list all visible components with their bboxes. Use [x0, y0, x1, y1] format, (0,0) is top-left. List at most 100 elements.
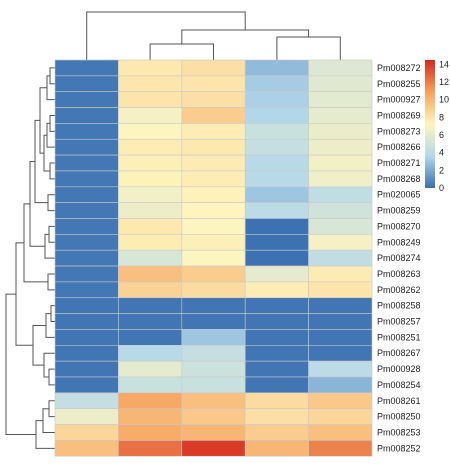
color-legend-ticks: 0 2 4 6 8 10 12 14 — [439, 59, 449, 193]
heatmap-cell — [308, 234, 373, 251]
dendrogram-branch — [276, 36, 341, 60]
color-legend: 0 2 4 6 8 10 12 14 — [425, 59, 449, 193]
heatmap-cell — [308, 265, 373, 283]
heatmap-cell — [118, 329, 183, 346]
gene-label: Pm008268 — [377, 174, 421, 184]
heatmap-cell — [181, 59, 246, 77]
legend-tick-label: 2 — [439, 165, 444, 175]
heatmap-cell — [118, 138, 183, 156]
heatmap-cell — [244, 360, 309, 378]
heatmap-cell — [244, 392, 309, 410]
gene-label: Pm008261 — [377, 396, 421, 406]
gene-labels: Pm008272 Pm008255 Pm000927 Pm008269 Pm008273… — [377, 63, 421, 453]
dendrogram-branch — [46, 122, 55, 148]
heatmap-cell — [54, 424, 119, 441]
heatmap-cell — [118, 424, 183, 441]
heatmap-cell — [308, 360, 373, 378]
heatmap-cell — [308, 107, 373, 124]
heatmap-cell — [308, 297, 373, 314]
heatmap-cell — [244, 138, 309, 156]
heatmap-cell — [118, 154, 183, 172]
heatmap-cell — [244, 59, 309, 77]
dendrogram-branch — [35, 420, 55, 449]
heatmap-cell — [181, 392, 246, 410]
heatmap-cell — [244, 91, 309, 108]
heatmap-cell — [118, 170, 183, 188]
heatmap-cell — [308, 170, 373, 188]
heatmap-cell — [118, 440, 183, 457]
legend-tick-label: 14 — [439, 59, 449, 69]
heatmap-cell — [244, 329, 309, 346]
heatmap-cell — [54, 313, 119, 330]
heatmap-cell — [118, 107, 183, 124]
heatmap-cell — [118, 249, 183, 267]
heatmap-cell — [118, 360, 183, 378]
heatmap-cell — [181, 344, 246, 362]
heatmap-cell — [54, 154, 119, 172]
gene-label: Pm000928 — [377, 364, 421, 374]
dendrogram-branch — [48, 225, 55, 243]
heatmap-cell — [118, 186, 183, 203]
heatmap-cell — [308, 281, 373, 299]
gene-label: Pm008259 — [377, 206, 421, 216]
heatmap-cell — [308, 218, 373, 235]
heatmap-cell — [244, 123, 309, 140]
heatmap-cell — [308, 313, 373, 330]
heatmap-cell — [181, 265, 246, 283]
heatmap-cell — [244, 376, 309, 394]
heatmap-cell — [118, 202, 183, 219]
heatmap-cell — [244, 249, 309, 267]
heatmap-cell — [244, 154, 309, 172]
heatmap-cell — [54, 265, 119, 283]
heatmap-cell — [118, 123, 183, 140]
heatmap-cell — [244, 344, 309, 362]
dendrogram-branch — [47, 194, 55, 212]
heatmap-cell — [54, 329, 119, 346]
heatmap-cell — [181, 123, 246, 140]
heatmap-cell — [54, 281, 119, 299]
heatmap-cell — [244, 107, 309, 124]
dendrogram-branch — [48, 400, 55, 418]
heatmap-cell — [54, 344, 119, 362]
gene-label: Pm008267 — [377, 348, 421, 358]
gene-label: Pm008273 — [377, 126, 421, 136]
heatmap-cell — [54, 202, 119, 219]
heatmap-cell — [54, 392, 119, 410]
legend-tick-label: 4 — [439, 148, 444, 158]
heatmap-cell — [54, 170, 119, 188]
column-dendrogram — [86, 11, 341, 60]
heatmap-cell — [118, 281, 183, 299]
heatmap-cell — [244, 408, 309, 425]
heatmap-cell — [181, 234, 246, 251]
gene-label: Pm008252 — [377, 443, 421, 453]
heatmap-cell — [308, 424, 373, 441]
heatmap-cell — [244, 297, 309, 314]
legend-tick-label: 0 — [439, 183, 444, 193]
heatmap-cell — [181, 138, 246, 156]
heatmap-cell — [181, 440, 246, 457]
heatmap-cell — [244, 440, 309, 457]
heatmap-cell — [308, 392, 373, 410]
legend-tick-label: 8 — [439, 112, 444, 122]
heatmap-cell — [181, 170, 246, 188]
heatmap-cell — [308, 59, 373, 77]
gene-label: Pm008263 — [377, 269, 421, 279]
heatmap-cell — [308, 91, 373, 108]
gene-label: Pm008253 — [377, 427, 421, 437]
heatmap-cell — [244, 218, 309, 235]
heatmap-cell — [181, 249, 246, 267]
heatmap-cell — [181, 376, 246, 394]
dendrogram-branch — [29, 161, 45, 247]
heatmap-cell — [118, 91, 183, 108]
heatmap-cell — [54, 107, 119, 124]
dendrogram-branch — [48, 368, 55, 386]
heatmap-cell — [308, 75, 373, 92]
heatmap-cell — [181, 154, 246, 172]
dendrogram-branch — [44, 233, 55, 259]
dendrogram-branch — [49, 162, 55, 180]
heatmap-cell — [118, 376, 183, 394]
gene-label: Pm008251 — [377, 332, 421, 342]
heatmap-cell — [54, 408, 119, 425]
heatmap-cell — [54, 59, 119, 77]
gene-label: Pm020065 — [377, 190, 421, 200]
